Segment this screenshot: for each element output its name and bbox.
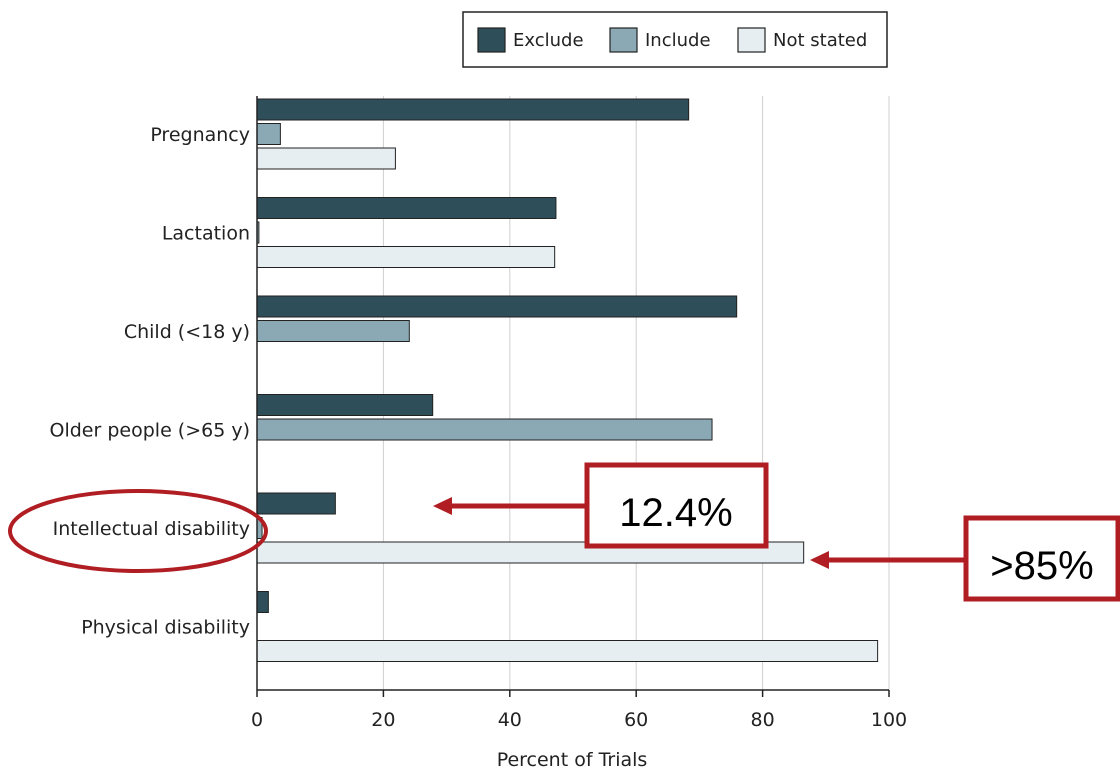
category-label: Physical disability — [81, 617, 250, 639]
legend-label: Include — [645, 30, 711, 51]
legend-label: Not stated — [773, 30, 867, 51]
legend-box — [462, 11, 888, 68]
arrow-head — [433, 497, 452, 515]
x-axis-title: Percent of Trials — [497, 749, 648, 771]
legend-swatch — [477, 27, 506, 53]
bar-include — [256, 123, 281, 145]
bar-exclude — [256, 197, 557, 219]
callout-85: >85% — [810, 515, 1120, 602]
x-tick-label: 100 — [871, 709, 907, 731]
bar-include — [256, 320, 410, 342]
x-tick-label: 0 — [251, 709, 263, 731]
bar-exclude — [256, 394, 434, 416]
callout-text: 12.4% — [619, 491, 732, 535]
legend: Exclude Include Not stated — [462, 11, 888, 68]
axes: 0 20 40 60 80 100 — [251, 96, 907, 731]
bar-exclude — [256, 591, 269, 613]
bar-not-stated — [256, 147, 396, 170]
highlight-ellipse — [8, 489, 268, 573]
bar-exclude — [256, 295, 738, 318]
x-tick-label: 60 — [624, 709, 648, 731]
bar-exclude — [256, 98, 690, 121]
arrow-head — [810, 551, 829, 569]
callout-12-4: 12.4% — [433, 462, 769, 549]
bar-include — [256, 418, 713, 441]
legend-label: Exclude — [513, 30, 584, 51]
legend-swatch — [737, 27, 766, 53]
category-label: Pregnancy — [150, 124, 250, 146]
bars — [256, 98, 879, 662]
callout-box — [584, 462, 769, 549]
bar-not-stated — [256, 640, 879, 662]
legend-swatch — [609, 27, 638, 53]
category-label: Child (<18 y) — [124, 321, 250, 343]
category-labels: Pregnancy Lactation Child (<18 y) Older peo… — [50, 124, 250, 639]
category-label: Older people (>65 y) — [50, 420, 250, 442]
callout-text: >85% — [990, 544, 1093, 588]
gridlines — [382, 96, 890, 690]
x-tick-label: 20 — [371, 709, 395, 731]
category-label: Lactation — [162, 223, 250, 245]
x-tick-label: 80 — [751, 709, 775, 731]
bar-exclude — [256, 492, 336, 515]
bar-not-stated — [256, 246, 556, 268]
category-label: Intellectual disability — [53, 518, 250, 540]
x-tick-label: 40 — [498, 709, 522, 731]
